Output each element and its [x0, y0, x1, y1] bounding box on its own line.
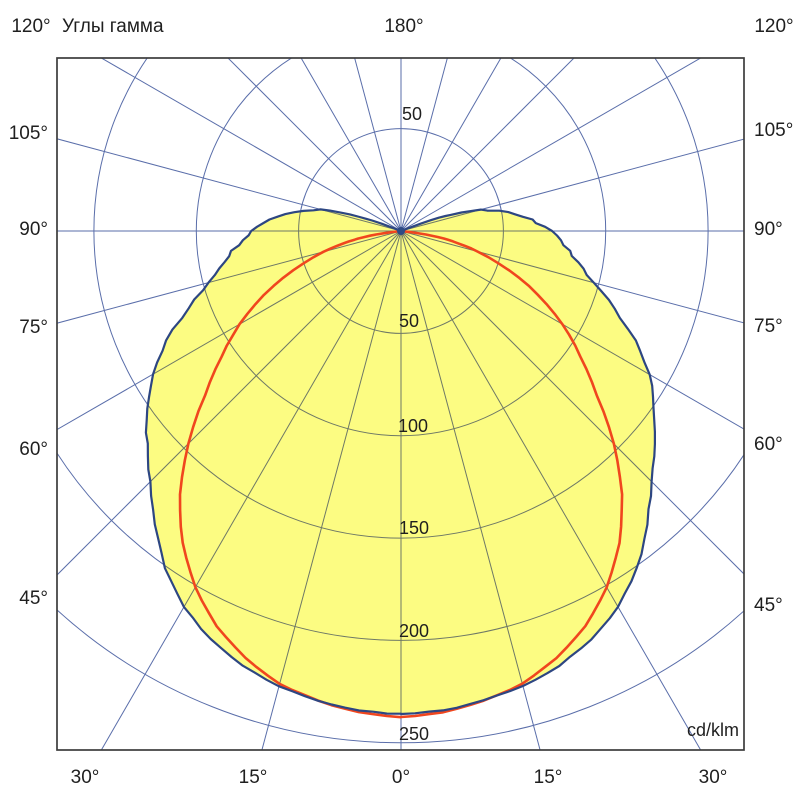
angle-label-90-left: 90°	[19, 219, 48, 240]
angle-label-60-right: 60°	[754, 434, 783, 455]
grid-ray-120	[400, 58, 702, 232]
grid-ray-195	[354, 58, 402, 232]
intensity-area	[145, 209, 655, 714]
grid-ray-195	[198, 209, 402, 232]
angle-label-45-right: 45°	[754, 595, 783, 616]
angle-label-30-bottom-left: 30°	[71, 767, 100, 788]
angle-label-120-top-right: 120°	[754, 16, 793, 37]
grid-ray-150	[400, 58, 502, 232]
angle-label-180-top: 180°	[384, 16, 423, 37]
radial-tick-250: 250	[399, 724, 429, 744]
grid-ray-210	[300, 58, 402, 232]
grid-ray-15	[400, 230, 604, 714]
curve-c90-c270	[178, 229, 624, 719]
origin-dot	[397, 227, 405, 235]
grid-ray-315	[145, 230, 402, 714]
grid-ray-240	[100, 58, 402, 232]
grid-ray-330	[145, 230, 402, 714]
angle-label-120-top-left: 120°	[11, 16, 50, 37]
angle-label-60-left: 60°	[19, 439, 48, 460]
chart-frame	[56, 57, 745, 751]
radial-tick-50: 50	[399, 311, 419, 331]
angle-label-75-right: 75°	[754, 316, 783, 337]
grid-ray-105	[400, 209, 655, 232]
radial-tick-100: 100	[398, 416, 428, 436]
unit-label: cd/klm	[687, 720, 739, 740]
grid-ray-105	[400, 138, 744, 232]
grid-ray-150	[400, 209, 655, 232]
angle-label-0-bottom: 0°	[392, 767, 410, 788]
radial-tick-50-upper: 50	[402, 104, 422, 124]
grid-ray-255	[57, 138, 402, 232]
radial-tick-150: 150	[399, 518, 429, 538]
angle-label-15-bottom-left: 15°	[239, 767, 268, 788]
angle-label-45-left: 45°	[19, 588, 48, 609]
angle-label-15-bottom-right: 15°	[534, 767, 563, 788]
grid-ray-255	[145, 209, 402, 232]
grid-ray-45	[400, 230, 655, 714]
grid-ray-60	[400, 230, 655, 622]
angle-label-75-left: 75°	[19, 317, 48, 338]
grid-ray-135	[400, 58, 575, 232]
grid-ray-300	[145, 230, 402, 622]
angle-label-105-right: 105°	[754, 120, 793, 141]
grid-ray-165	[400, 58, 448, 232]
chart-title: Углы гамма	[62, 16, 164, 37]
angle-label-105-left: 105°	[9, 123, 48, 144]
angle-label-90-right: 90°	[754, 219, 783, 240]
radial-tick-200: 200	[399, 621, 429, 641]
angle-label-30-bottom-right: 30°	[699, 767, 728, 788]
grid-ray-285	[145, 230, 402, 434]
grid-ray-30	[400, 230, 655, 714]
grid-ray-165	[400, 209, 604, 232]
grid-ray-225	[227, 58, 402, 232]
curve-c0-c180	[144, 208, 656, 716]
grid-ray-75	[400, 230, 655, 434]
grid-ray-345	[198, 230, 402, 714]
